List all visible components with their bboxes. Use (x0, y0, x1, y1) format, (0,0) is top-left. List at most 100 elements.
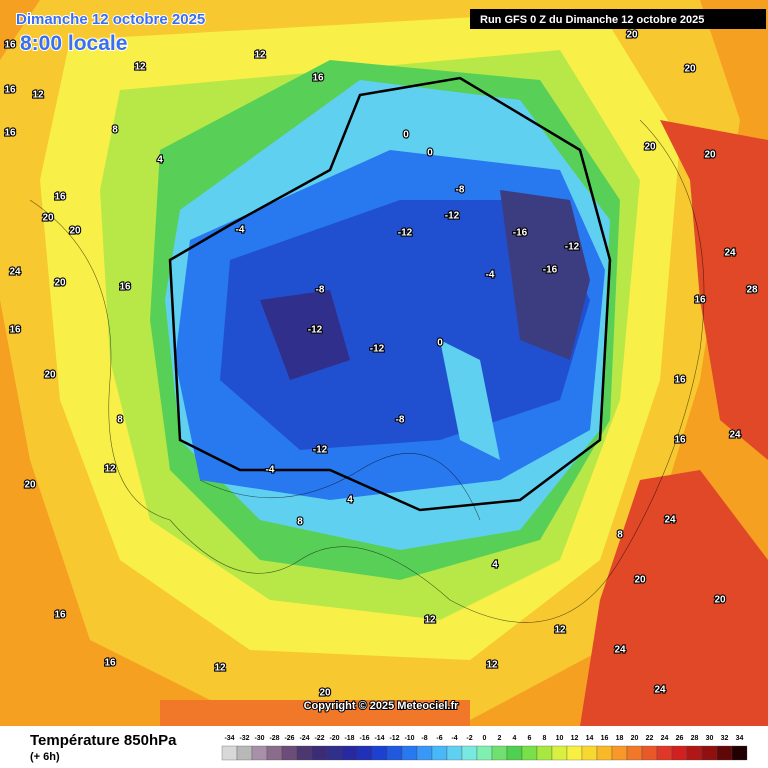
map-label: 20 (714, 595, 726, 606)
scale-label: -2 (466, 735, 472, 742)
map-label: 4 (492, 560, 498, 571)
map-label: 16 (54, 610, 66, 621)
map-label: 12 (104, 464, 116, 475)
scale-label: 0 (483, 735, 487, 742)
color-swatch (386, 745, 403, 761)
map-label: 20 (69, 226, 81, 237)
map-label: 4 (347, 495, 353, 506)
scale-label: 22 (646, 735, 654, 742)
color-swatch (701, 745, 718, 761)
map-label: 20 (54, 278, 66, 289)
run: Run GFS 0 Z du Dimanche 12 octobre 2025 (480, 14, 704, 26)
map-label: 20 (644, 142, 656, 153)
scale-label: -28 (269, 735, 279, 742)
map-label: -4 (236, 225, 245, 236)
map-label: 0 (403, 130, 409, 141)
map-label: -4 (266, 465, 275, 476)
coastlines (29, 119, 705, 623)
scale-label: -32 (239, 735, 249, 742)
scale-label: 8 (543, 735, 547, 742)
scale-label: 32 (721, 735, 729, 742)
map-label: 16 (4, 85, 16, 96)
map-label: 20 (704, 150, 716, 161)
color-swatch (581, 745, 598, 761)
color-swatch (341, 745, 358, 761)
color-swatch (356, 745, 373, 761)
scale-label: 2 (498, 735, 502, 742)
map-label: -12 (445, 211, 460, 222)
scale-label: 6 (528, 735, 532, 742)
map-label: -12 (565, 242, 580, 253)
map-label: 20 (626, 30, 638, 41)
map-label: 24 (9, 267, 21, 278)
map-label: 20 (24, 480, 36, 491)
map-label: 4 (157, 155, 163, 166)
color-swatch (626, 745, 643, 761)
color-swatch (611, 745, 628, 761)
color-swatch (551, 745, 568, 761)
scale-label: 24 (661, 735, 669, 742)
scale-label: -26 (284, 735, 294, 742)
map-label: -16 (513, 228, 528, 239)
scale-label: -22 (314, 735, 324, 742)
map-label: 16 (9, 325, 21, 336)
color-swatch (671, 745, 688, 761)
map-label: 0 (427, 148, 433, 159)
time: 8:00 locale (20, 32, 127, 55)
map-label: 8 (112, 125, 118, 136)
color-swatch (536, 745, 553, 761)
map-label: 8 (297, 517, 303, 528)
scale-label: -14 (374, 735, 384, 742)
scale-label: 18 (616, 735, 624, 742)
map-label: 16 (4, 128, 16, 139)
color-swatch (251, 745, 268, 761)
scale-label: -30 (254, 735, 264, 742)
map-label: 16 (119, 282, 131, 293)
scale-label: -18 (344, 735, 354, 742)
scale-label: -8 (421, 735, 427, 742)
color-swatch (596, 745, 613, 761)
zero-isotherm (168, 76, 612, 512)
map-label: 16 (674, 435, 686, 446)
map-label: 20 (634, 575, 646, 586)
map-label: 16 (312, 73, 324, 84)
color-swatch (521, 745, 538, 761)
scale-label: 4 (513, 735, 517, 742)
map-label: -16 (543, 265, 558, 276)
map-label: -4 (486, 270, 495, 281)
date: Dimanche 12 octobre 2025 (16, 11, 205, 28)
color-swatch (641, 745, 658, 761)
map-label: -8 (396, 415, 405, 426)
color-swatch (296, 745, 313, 761)
map-label: 8 (117, 415, 123, 426)
color-swatch (266, 745, 283, 761)
map-label: 8 (617, 530, 623, 541)
scale-label: 10 (556, 735, 564, 742)
scale-label: -6 (436, 735, 442, 742)
legend-lead: (+ 6h) (30, 751, 60, 763)
map-label: 12 (554, 625, 566, 636)
scale-label: 20 (631, 735, 639, 742)
color-swatch (461, 745, 478, 761)
color-swatch (236, 745, 253, 761)
map-label: -12 (313, 445, 328, 456)
map-label: 24 (724, 248, 736, 259)
map-label: 12 (486, 660, 498, 671)
scale-label: 26 (676, 735, 684, 742)
color-swatch (371, 745, 388, 761)
map-label: -8 (456, 185, 465, 196)
colorbar: -34 -32 -30 -28 -26 -24 -22 -20 -18 -16 -14 -12 -10-… (221, 735, 748, 761)
scale-label: -34 (224, 735, 234, 742)
scale-label: 16 (601, 735, 609, 742)
color-swatch (491, 745, 508, 761)
color-swatch (416, 745, 433, 761)
color-swatch (431, 745, 448, 761)
map-label: 12 (134, 62, 146, 73)
scale-label: 28 (691, 735, 699, 742)
scale-label: 34 (736, 735, 744, 742)
scale-label: -4 (451, 735, 457, 742)
scale-label: -10 (404, 735, 414, 742)
color-swatch (281, 745, 298, 761)
